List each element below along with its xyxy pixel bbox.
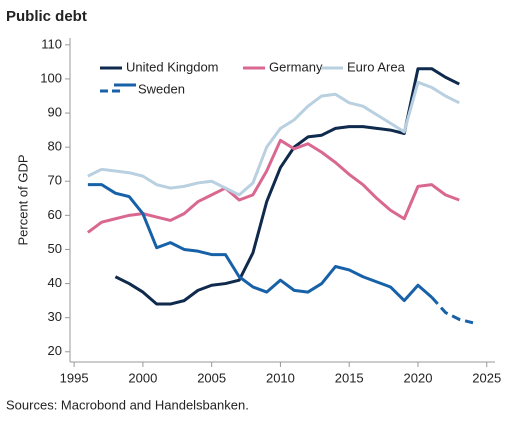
x-tick-label: 2025 [472,370,501,385]
line [114,67,460,306]
chart-title: Public debt [6,8,87,25]
y-tick-label: 50 [48,241,62,256]
line [86,138,460,234]
source: Sources: Macrobond and Handelsbanken. [6,397,249,412]
y-tick-label: 40 [48,275,62,290]
y-tick-label: 20 [48,343,62,358]
x-tick-label: 2015 [335,370,364,385]
x-tick-label: 2000 [128,370,157,385]
y-tick-label: 80 [48,139,62,154]
y-tick-label: 30 [48,309,62,324]
line [87,80,460,197]
y-tick-label: 60 [48,207,62,222]
x-tick-label: 2005 [197,370,226,385]
x-tick-label: 2020 [404,370,433,385]
y-axis-label: Percent of GDP [15,154,30,245]
legend-label: Germany [269,59,323,74]
x-tick-label: 2010 [266,370,295,385]
line [87,183,474,325]
y-tick-label: 100 [40,70,62,85]
y-tick-label: 90 [48,104,62,119]
y-tick-label: 110 [41,36,62,51]
legend-label: Euro Area [347,59,406,74]
y-tick-label: 70 [48,173,62,188]
legend-label: United Kingdom [126,59,219,74]
x-tick-label: 1995 [60,370,89,385]
legend-label: Sweden [138,81,185,96]
